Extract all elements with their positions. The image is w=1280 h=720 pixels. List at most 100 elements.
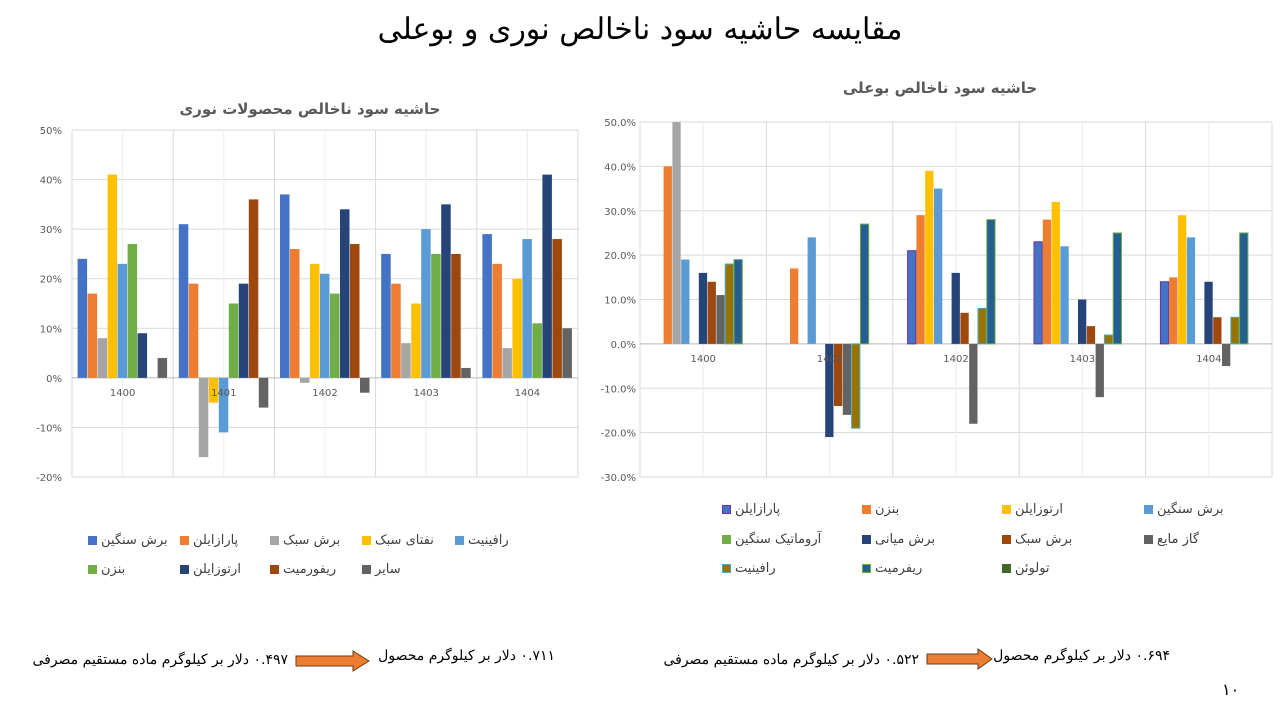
right-bar	[1103, 334, 1114, 345]
legend-label: بنزن	[101, 562, 126, 577]
right-legend-item: گاز مایع	[1144, 532, 1199, 547]
legend-swatch	[270, 536, 279, 545]
legend-label: بنزن	[875, 502, 900, 517]
legend-label: آروماتیک سنگین	[735, 532, 822, 547]
right-legend-item: برش میانی	[862, 532, 935, 547]
right-bar	[807, 237, 816, 344]
left-bar	[228, 303, 239, 378]
right-y-tick-label: 50.0%	[604, 118, 636, 129]
right-legend-item: برش سنگین	[1144, 502, 1224, 517]
right-bar	[1230, 316, 1240, 345]
legend-swatch	[1002, 564, 1011, 573]
legend-label: رافینیت	[735, 561, 776, 576]
right-bar	[1086, 326, 1096, 344]
right-y-tick-label: -10.0%	[601, 384, 636, 395]
left-bar	[310, 263, 320, 378]
left-y-tick-label: 20%	[40, 275, 62, 286]
right-x-tick-label: 1404	[1196, 354, 1221, 365]
right-bar	[951, 272, 960, 344]
left-x-tick-label: 1403	[413, 388, 438, 399]
legend-swatch	[862, 564, 871, 573]
left-y-tick-label: 0%	[46, 374, 62, 385]
right-bar	[733, 259, 743, 345]
right-bar	[716, 295, 725, 344]
left-bar	[198, 377, 209, 458]
legend-swatch	[362, 536, 371, 545]
right-bar	[916, 215, 925, 344]
left-bar	[218, 377, 229, 433]
left-bar	[137, 333, 148, 378]
right-bar	[977, 307, 987, 345]
legend-label: برش سنگین	[1157, 502, 1224, 517]
left-bar	[542, 174, 552, 378]
left-bar	[127, 244, 138, 378]
right-bar	[1186, 237, 1196, 344]
right-chart-title: حاشیه سود ناخالص بوعلی	[842, 79, 1038, 97]
legend-swatch	[88, 565, 97, 574]
right-bar	[834, 343, 843, 406]
legend-label: برش سنگین	[101, 533, 168, 548]
right-legend-item: پارازایلن	[722, 502, 780, 517]
left-y-tick-label: -20%	[36, 473, 62, 484]
right-bar	[1042, 219, 1052, 344]
page-number: ۱۰	[1222, 680, 1240, 699]
left-bar	[552, 239, 562, 378]
left-y-tick-label: -10%	[36, 423, 62, 434]
legend-swatch	[270, 565, 279, 574]
legend-label: برش سبک	[1015, 532, 1073, 547]
right-bar	[934, 188, 943, 344]
left-bar	[320, 273, 330, 378]
right-bar	[681, 259, 690, 344]
left-x-tick-label: 1404	[515, 388, 540, 399]
left-bar	[522, 239, 532, 378]
right-legend-item: آروماتیک سنگین	[722, 532, 821, 547]
legend-label: برش میانی	[875, 532, 936, 547]
left-legend-item: نفتای سبک	[362, 533, 434, 548]
right-legend-item: ارتوزایلن	[1002, 502, 1063, 517]
left-x-tick-label: 1401	[211, 388, 236, 399]
legend-swatch	[722, 564, 731, 573]
right-bar	[1159, 281, 1170, 345]
legend-label: ارتوزایلن	[193, 562, 241, 577]
right-y-tick-label: 40.0%	[604, 162, 636, 173]
left-bar	[238, 283, 249, 378]
left-bar	[492, 263, 502, 378]
right-bar	[986, 219, 996, 345]
right-bar	[907, 250, 917, 345]
right-bar	[1178, 215, 1187, 344]
right-bar	[1078, 299, 1087, 344]
legend-swatch	[722, 505, 731, 514]
right-x-tick-label: 1400	[690, 354, 715, 365]
right-bar	[698, 272, 708, 344]
left-arrow-icon	[295, 650, 370, 672]
right-y-tick-label: -20.0%	[601, 429, 636, 440]
left-bar	[451, 253, 461, 378]
right-y-tick-label: 30.0%	[604, 207, 636, 218]
right-product-note: ۰.۶۹۴ دلار بر کیلوگرم محصول	[993, 648, 1170, 664]
legend-swatch	[1002, 535, 1011, 544]
left-bar	[157, 358, 168, 378]
right-y-tick-label: 0.0%	[611, 340, 636, 351]
right-bar	[1112, 232, 1122, 345]
right-bar	[925, 170, 934, 344]
left-bar	[300, 377, 310, 383]
left-bar	[401, 343, 411, 378]
left-chart-title: حاشیه سود ناخالص محصولات نوری	[179, 100, 441, 118]
left-bar	[350, 244, 360, 378]
left-legend-item: ارتوزایلن	[180, 562, 241, 577]
legend-swatch	[722, 535, 731, 544]
right-y-tick-label: 10.0%	[604, 296, 636, 307]
legend-label: گاز مایع	[1157, 532, 1200, 547]
legend-label: پارازایلن	[193, 533, 239, 548]
right-bar	[1169, 277, 1178, 344]
right-y-tick-label: 20.0%	[604, 251, 636, 262]
left-y-tick-label: 30%	[40, 225, 62, 236]
left-bar	[512, 278, 522, 378]
left-bar	[107, 174, 118, 378]
left-bar	[280, 194, 290, 378]
left-bar	[117, 263, 128, 378]
left-bar	[391, 283, 401, 378]
legend-swatch	[862, 505, 871, 514]
